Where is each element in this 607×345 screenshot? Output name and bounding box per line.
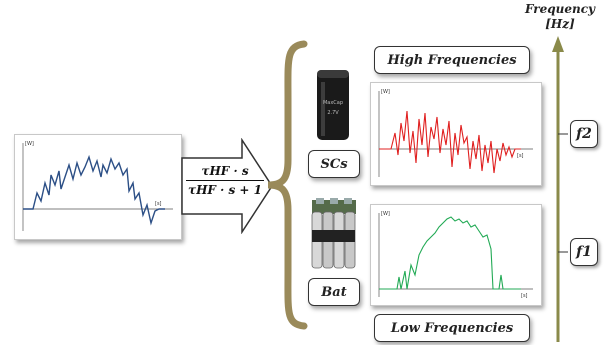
bat-label: Bat: [308, 278, 360, 306]
input-y-unit: [W]: [25, 141, 34, 147]
transfer-numerator: τHF · s: [186, 164, 264, 181]
low-frequency-waveform: [378, 213, 533, 297]
cutoff-f1-box: f1: [570, 238, 598, 266]
high-x-unit: [s]: [517, 153, 524, 159]
high-frequency-plot: [W] [s]: [370, 82, 542, 186]
frequency-axis-unit: [Hz]: [545, 17, 575, 31]
input-x-unit: [s]: [155, 201, 162, 207]
frequency-axis-title: Frequency [Hz]: [518, 2, 602, 32]
high-frequency-waveform: [378, 91, 533, 177]
input-power-plot: [W] [s]: [14, 134, 182, 240]
cutoff-f1-label: f1: [576, 244, 592, 260]
low-frequencies-label: Low Frequencies: [374, 314, 530, 342]
cutoff-f2-label: f2: [576, 126, 592, 142]
supercapacitor-icon: MaxCap 2.7V: [317, 70, 349, 140]
transfer-denominator: τHF · s + 1: [188, 183, 262, 197]
frequency-axis-label: Frequency: [524, 2, 596, 16]
svg-text:MaxCap: MaxCap: [323, 100, 343, 106]
high-pass-filter-arrow: [181, 138, 273, 234]
battery-pack-icon: [311, 198, 356, 269]
curly-brace: [267, 40, 308, 330]
svg-text:2.7V: 2.7V: [327, 110, 339, 116]
cutoff-f2-box: f2: [570, 120, 598, 148]
low-y-unit: [W]: [381, 211, 390, 217]
input-power-waveform: [22, 143, 173, 231]
high-frequencies-label: High Frequencies: [374, 46, 530, 74]
high-y-unit: [W]: [381, 89, 390, 95]
scs-label: SCs: [308, 150, 360, 178]
frequency-axis-arrow: [552, 36, 568, 342]
low-frequency-plot: [W] [s]: [370, 204, 542, 306]
transfer-function: τHF · s τHF · s + 1: [186, 164, 264, 197]
low-x-unit: [s]: [521, 293, 528, 299]
